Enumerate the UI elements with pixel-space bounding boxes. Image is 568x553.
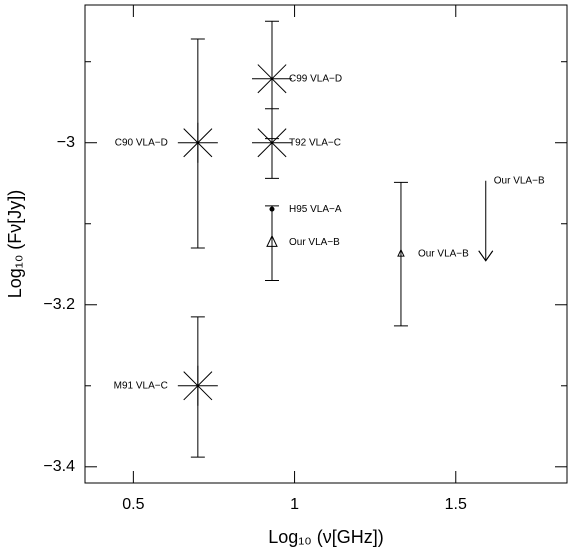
- asterisk-marker: [251, 58, 292, 99]
- asterisk-marker: [177, 365, 218, 406]
- triangle-marker: [397, 248, 405, 257]
- x-tick-label: 1: [290, 496, 299, 513]
- y-tick-label: −3.2: [43, 296, 75, 313]
- x-tick-label: 1.5: [445, 496, 467, 513]
- x-axis-label: Log₁₀ (ν[GHz]): [268, 527, 384, 547]
- point-label: H95 VLA−A: [289, 204, 342, 215]
- error-bar: [393, 181, 408, 327]
- upper-limit-arrow-head: [478, 250, 494, 262]
- point-label: T92 VLA−C: [289, 137, 341, 148]
- y-tick-label: −3.4: [43, 458, 75, 475]
- point-label: Our VLA−B: [289, 237, 340, 248]
- plot-frame: [84, 4, 568, 484]
- point-label: Our VLA−B: [418, 248, 469, 259]
- y-axis-label: Log₁₀ (Fν[Jy]): [5, 190, 25, 299]
- asterisk-marker: [177, 122, 218, 163]
- point-label: C99 VLA−D: [289, 73, 342, 84]
- point-label: Our VLA−B: [494, 175, 545, 186]
- error-bar: [264, 205, 279, 281]
- x-tick-label: 0.5: [122, 496, 144, 513]
- upper-limit-arrow: [478, 180, 494, 262]
- point-label: C90 VLA−D: [115, 137, 168, 148]
- triangle-marker: [266, 234, 278, 247]
- asterisk-marker: [251, 122, 292, 163]
- y-tick-label: −3: [57, 134, 75, 151]
- point-label: M91 VLA−C: [114, 380, 168, 391]
